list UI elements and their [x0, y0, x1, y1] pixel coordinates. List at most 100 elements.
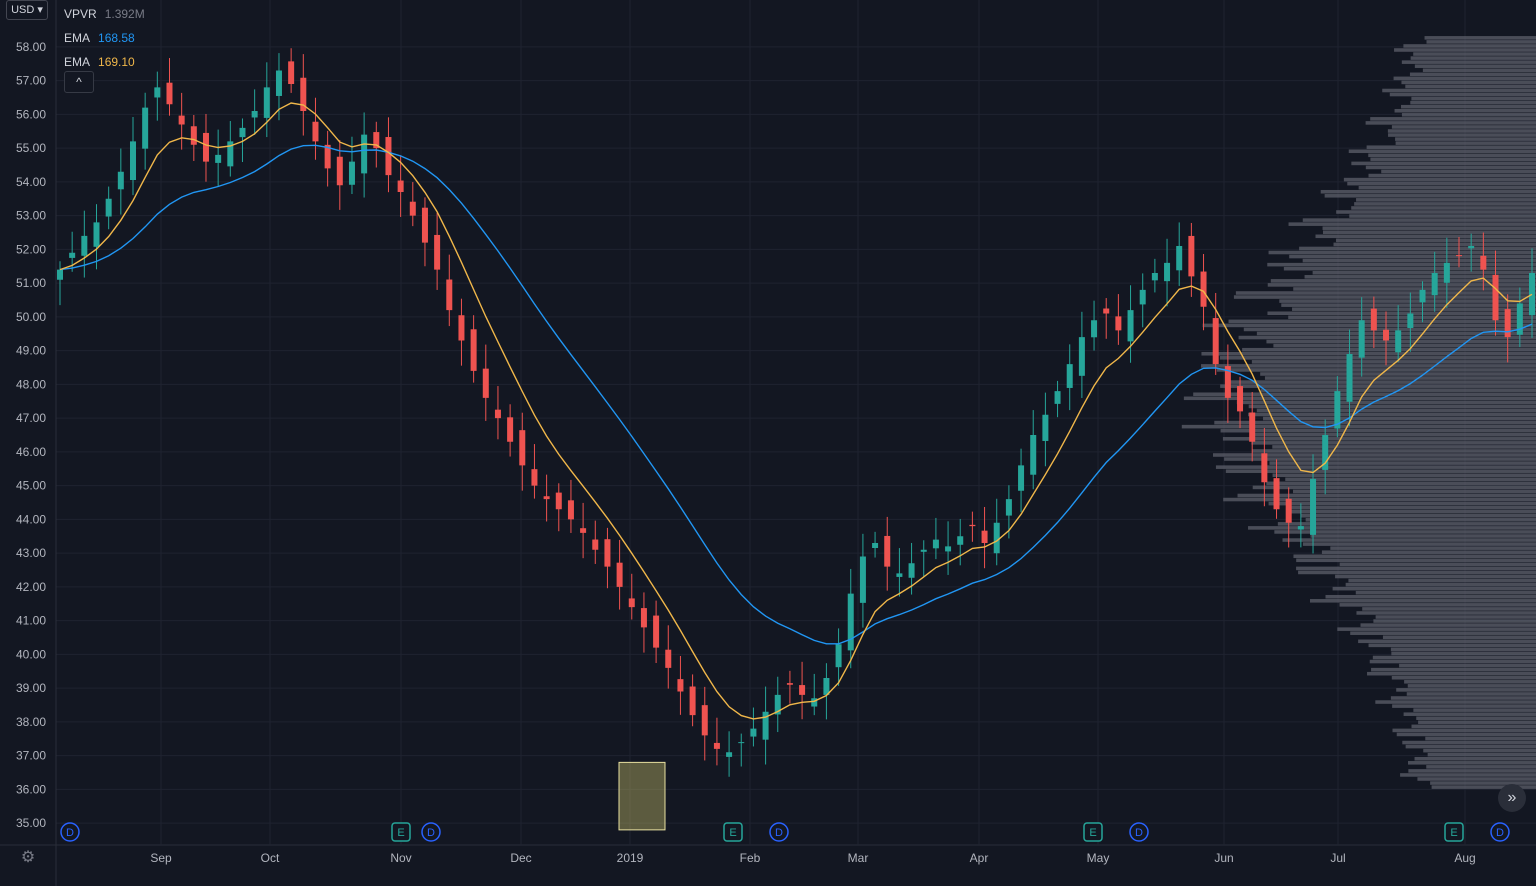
- vpvr-bar: [1273, 343, 1536, 348]
- vpvr-bar: [1424, 36, 1536, 40]
- vpvr-bar: [1237, 493, 1536, 498]
- vpvr-bar: [1270, 279, 1536, 283]
- vpvr-bar: [1274, 530, 1536, 534]
- vpvr-bar: [1413, 52, 1536, 56]
- vpvr-bar: [1387, 129, 1536, 133]
- candle-body: [799, 685, 806, 695]
- y-tick-label: 42.00: [16, 580, 46, 594]
- candle-body: [1456, 255, 1463, 257]
- svg-text:E: E: [397, 827, 404, 839]
- candle-body: [531, 469, 538, 486]
- vpvr-bar: [1282, 538, 1536, 542]
- legend-ema-2[interactable]: EMA 169.10: [64, 50, 145, 74]
- candle-body: [1419, 289, 1426, 303]
- y-tick-label: 38.00: [16, 715, 46, 729]
- highlight-box: [618, 761, 666, 831]
- settings-gear-icon[interactable]: ⚙: [20, 849, 36, 866]
- candle-body: [993, 522, 1000, 554]
- dividend-marker: D: [421, 822, 441, 842]
- vpvr-name: VPVR: [64, 7, 97, 21]
- vpvr-bar: [1347, 181, 1536, 186]
- earnings-marker: E: [1444, 822, 1464, 842]
- candle-body: [957, 536, 964, 545]
- candle-body: [896, 573, 903, 577]
- vpvr-bar: [1201, 351, 1536, 356]
- vpvr-bar: [1403, 712, 1536, 716]
- y-tick-label: 48.00: [16, 377, 46, 391]
- vpvr-bar: [1348, 578, 1536, 583]
- vpvr-bar: [1431, 785, 1536, 789]
- vpvr-bar: [1220, 428, 1536, 433]
- vpvr-bar: [1408, 769, 1536, 773]
- vpvr-bar: [1356, 611, 1536, 615]
- candle-body: [215, 154, 222, 163]
- svg-text:E: E: [1089, 827, 1096, 839]
- candle-body: [823, 678, 830, 695]
- candle-body: [1018, 465, 1025, 491]
- candle-body: [93, 222, 100, 247]
- vpvr-bar: [1281, 303, 1536, 307]
- vpvr-bar: [1365, 165, 1536, 170]
- vpvr-bar: [1321, 550, 1536, 554]
- vpvr-bar: [1382, 635, 1536, 640]
- candle-body: [1176, 246, 1183, 271]
- candle-body: [275, 70, 282, 96]
- candle-body: [713, 742, 720, 749]
- vpvr-bar: [1183, 396, 1536, 401]
- candle-body: [190, 126, 197, 145]
- candle-body: [738, 742, 745, 744]
- candle-body: [519, 430, 526, 466]
- candle-body: [1443, 262, 1450, 283]
- vpvr-bar: [1233, 295, 1536, 299]
- vpvr-bar: [1289, 505, 1536, 510]
- svg-text:D: D: [775, 827, 783, 839]
- legend-vpvr[interactable]: VPVR 1.392M: [64, 2, 145, 26]
- candle-body: [1285, 498, 1292, 523]
- candle-body: [1212, 318, 1219, 365]
- vpvr-bar: [1243, 327, 1536, 332]
- vpvr-bar: [1249, 432, 1536, 437]
- x-tick-label: Jun: [1214, 851, 1233, 865]
- x-tick-label: Mar: [848, 851, 869, 865]
- vpvr-bar: [1391, 675, 1536, 680]
- vpvr-bar: [1302, 218, 1536, 222]
- scroll-to-realtime-button[interactable]: »: [1498, 784, 1526, 812]
- dividend-marker: D: [60, 822, 80, 842]
- x-tick-label: Nov: [390, 851, 411, 865]
- candle-body: [1310, 478, 1317, 535]
- vpvr-bar: [1410, 100, 1536, 105]
- vpvr-bar: [1392, 704, 1536, 708]
- y-tick-label: 45.00: [16, 479, 46, 493]
- candle-body: [1091, 320, 1098, 338]
- candle-body: [1431, 273, 1438, 296]
- candle-body: [239, 127, 246, 138]
- currency-selector[interactable]: USD ▾: [6, 0, 48, 20]
- x-tick-label: 2019: [617, 851, 644, 865]
- candle-body: [105, 198, 112, 217]
- vpvr-bar: [1402, 740, 1536, 745]
- candle-body: [397, 180, 404, 192]
- collapse-legend-button[interactable]: ^: [64, 71, 94, 93]
- candle-body: [1346, 354, 1353, 402]
- vpvr-bar: [1315, 234, 1536, 239]
- y-tick-label: 41.00: [16, 614, 46, 628]
- vpvr-bar: [1283, 266, 1536, 271]
- y-tick-label: 35.00: [16, 816, 46, 830]
- candle-body: [470, 329, 477, 371]
- candle-body: [580, 528, 587, 533]
- candle-body: [750, 728, 757, 737]
- vpvr-bar: [1277, 522, 1536, 526]
- x-tick-label: Sep: [150, 851, 172, 865]
- candle-body: [1504, 309, 1511, 338]
- vpvr-bar: [1366, 145, 1536, 149]
- vpvr-bar: [1348, 149, 1536, 154]
- vpvr-bar: [1222, 437, 1536, 441]
- y-tick-label: 57.00: [16, 74, 46, 88]
- vpvr-bar: [1401, 80, 1536, 85]
- candle-body: [227, 141, 234, 167]
- legend-ema-1[interactable]: EMA 168.58: [64, 26, 145, 50]
- vpvr-bar: [1268, 501, 1536, 506]
- candle-body: [640, 608, 647, 628]
